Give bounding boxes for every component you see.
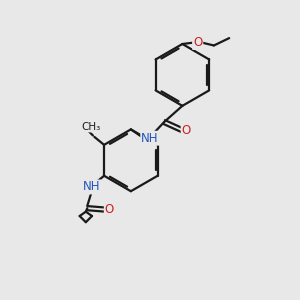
Text: O: O bbox=[105, 203, 114, 216]
Text: CH₃: CH₃ bbox=[81, 122, 100, 132]
Text: NH: NH bbox=[141, 132, 159, 145]
Text: O: O bbox=[193, 36, 202, 49]
Text: NH: NH bbox=[83, 181, 100, 194]
Text: O: O bbox=[182, 124, 191, 137]
